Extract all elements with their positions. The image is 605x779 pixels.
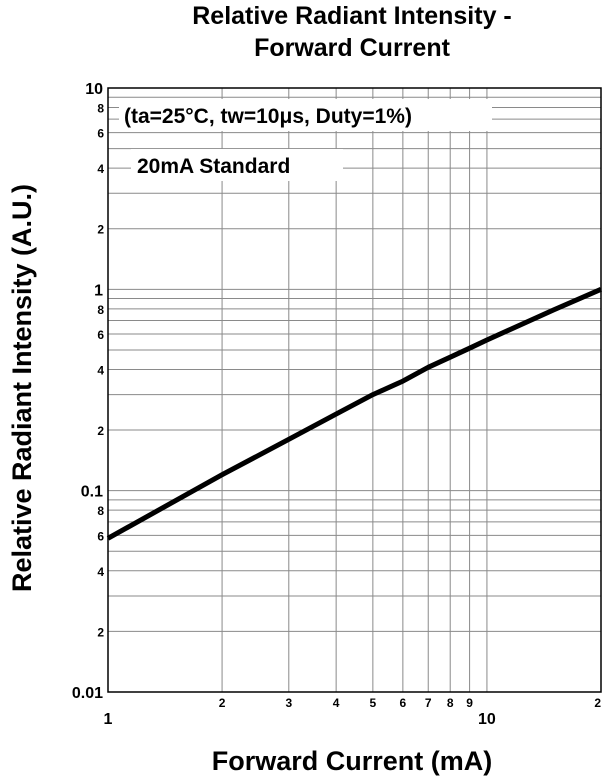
plot-frame xyxy=(107,87,602,693)
chart-title-line-1: Relative Radiant Intensity - xyxy=(192,2,512,30)
annotation-conditions-bg xyxy=(119,99,492,131)
annotation-standard: 20mA Standard xyxy=(137,155,290,178)
y-tick-label: 0.1 xyxy=(81,484,103,501)
annotation-standard-bg xyxy=(131,149,343,181)
y-tick-label: 4 xyxy=(97,363,104,377)
x-tick-label: 7 xyxy=(425,696,432,710)
x-tick-label: 6 xyxy=(400,696,407,710)
annotation-conditions: (ta=25°C, tw=10μs, Duty=1%) xyxy=(124,105,412,128)
x-tick-label: 2 xyxy=(594,696,601,710)
y-tick-label: 1 xyxy=(94,282,103,299)
x-tick-label: 5 xyxy=(370,696,377,710)
x-tick-label: 8 xyxy=(447,696,454,710)
y-tick-label: 2 xyxy=(97,223,104,237)
x-tick-label: 2 xyxy=(219,696,226,710)
y-tick-label: 8 xyxy=(97,102,104,116)
y-tick-label: 6 xyxy=(97,127,104,141)
x-tick-label: 3 xyxy=(285,696,292,710)
y-axis-label: Relative Radiant Intensity (A.U.) xyxy=(7,184,37,592)
y-tick-label: 6 xyxy=(97,529,104,543)
y-tick-label: 10 xyxy=(85,81,103,98)
chart-title-line-2: Forward Current xyxy=(254,34,451,62)
series-line xyxy=(106,287,602,541)
x-tick-label: 9 xyxy=(466,696,473,710)
y-tick-label: 4 xyxy=(97,162,104,176)
y-tick-label: 2 xyxy=(97,424,104,438)
y-tick-label: 8 xyxy=(97,504,104,518)
x-axis-label: Forward Current (mA) xyxy=(212,746,493,776)
y-tick-label: 2 xyxy=(97,625,104,639)
x-tick-label: 4 xyxy=(333,696,340,710)
y-tick-label: 8 xyxy=(97,303,104,317)
x-tick-label: 10 xyxy=(478,711,496,728)
y-tick-label: 4 xyxy=(97,565,104,579)
y-tick-label: 0.01 xyxy=(72,685,103,702)
x-tick-label: 1 xyxy=(104,711,113,728)
y-tick-label: 6 xyxy=(97,328,104,342)
